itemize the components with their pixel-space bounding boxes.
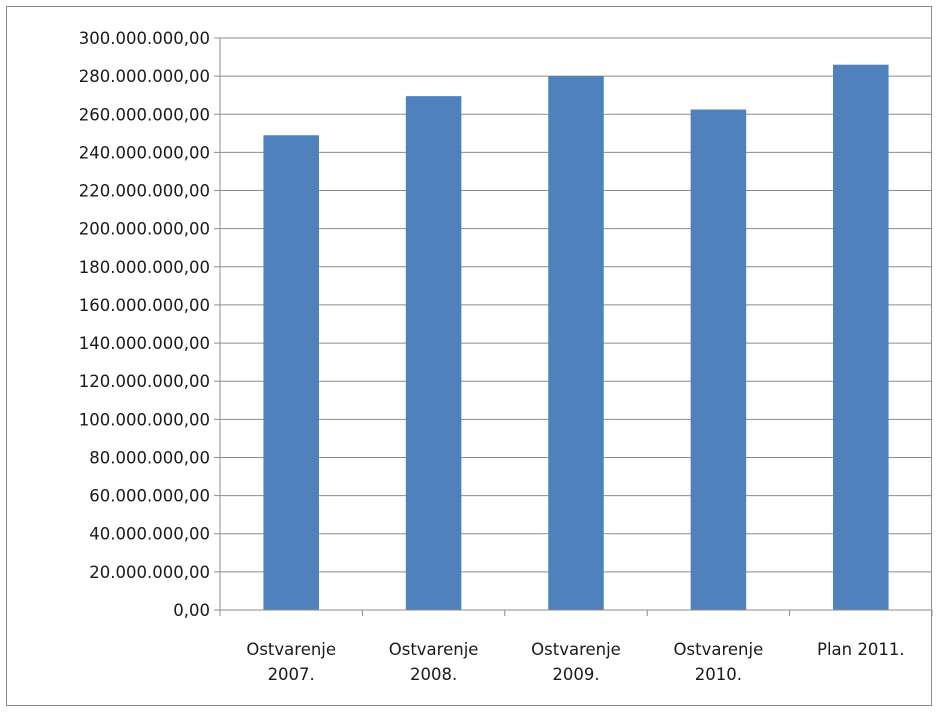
y-tick-label: 120.000.000,00 [79,372,210,391]
chart-frame: 0,00 20.000.000,00 40.000.000,00 60.000.000… [6,6,933,706]
y-tick-label: 280.000.000,00 [79,67,210,86]
y-tick-label: 20.000.000,00 [89,563,210,582]
y-tick-label: 200.000.000,00 [79,220,210,239]
bar [263,135,319,611]
y-tick-label: 260.000.000,00 [79,105,210,124]
x-category-label: Ostvarenje [389,640,479,659]
y-tick-label: 0,00 [173,601,210,620]
y-tick-label: 240.000.000,00 [79,143,210,162]
x-category-labels: Ostvarenje 2007. Ostvarenje 2008. Ostvarenje… [246,640,904,684]
bar [405,96,462,611]
x-category-label: 2007. [268,665,315,684]
y-tick-label: 40.000.000,00 [89,525,210,544]
x-category-label: 2010. [695,665,742,684]
bar-chart: 0,00 20.000.000,00 40.000.000,00 60.000.000… [79,29,933,684]
bar [833,64,889,610]
bars [263,64,889,611]
y-tick-label: 180.000.000,00 [79,258,210,277]
y-tick-label: 80.000.000,00 [89,448,210,467]
y-tick-labels: 0,00 20.000.000,00 40.000.000,00 60.000.000… [79,29,210,620]
y-tick-label: 140.000.000,00 [79,334,210,353]
x-category-label: Plan 2011. [817,640,905,659]
bar [690,109,747,610]
x-category-label: Ostvarenje [674,640,764,659]
x-category-label: Ostvarenje [531,640,621,659]
y-tick-label: 160.000.000,00 [79,296,210,315]
x-category-label: 2008. [410,665,457,684]
y-tick-label: 220.000.000,00 [79,182,210,201]
x-category-label: 2009. [552,665,599,684]
x-category-label: Ostvarenje [246,640,336,659]
y-tick-label: 100.000.000,00 [79,410,210,429]
bar [548,76,604,611]
y-tick-label: 300.000.000,00 [79,29,210,48]
axes [214,37,933,616]
y-tick-label: 60.000.000,00 [89,487,210,506]
